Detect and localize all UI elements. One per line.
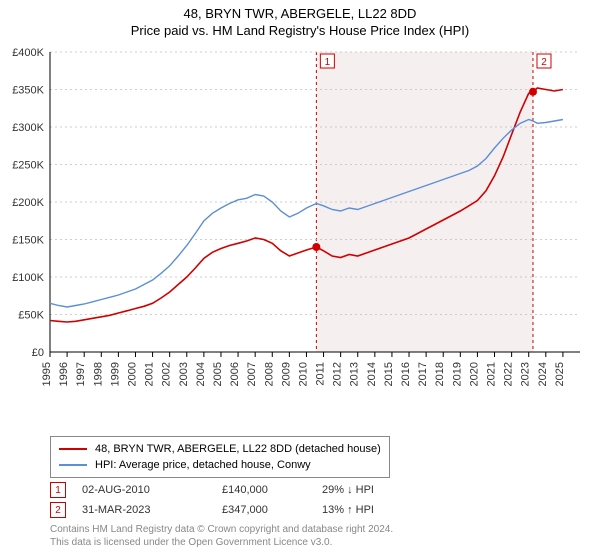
footnote-line-2: This data is licensed under the Open Gov…	[50, 537, 393, 550]
legend-swatch	[59, 448, 87, 450]
legend-swatch	[59, 464, 87, 466]
marker-row: 2 31-MAR-2023£347,00013% ↑ HPI	[50, 500, 422, 520]
svg-text:£400K: £400K	[12, 47, 44, 59]
svg-text:2021: 2021	[486, 362, 498, 386]
svg-text:1996: 1996	[58, 362, 70, 386]
svg-text:2004: 2004	[195, 362, 207, 386]
svg-text:2000: 2000	[126, 362, 138, 386]
title-block: 48, BRYN TWR, ABERGELE, LL22 8DD Price p…	[0, 0, 600, 38]
svg-text:1998: 1998	[92, 362, 104, 386]
svg-text:2024: 2024	[537, 362, 549, 386]
svg-text:2022: 2022	[503, 362, 515, 386]
svg-text:2001: 2001	[144, 362, 156, 386]
svg-text:2011: 2011	[315, 362, 327, 386]
footnote-line-1: Contains HM Land Registry data © Crown c…	[50, 524, 393, 537]
chart-svg: £0 £50K £100K £150K £200K £250K £300K £350K £400…	[0, 44, 600, 424]
svg-text:1997: 1997	[75, 362, 87, 386]
svg-text:£100K: £100K	[12, 272, 44, 284]
svg-text:2023: 2023	[520, 362, 532, 386]
svg-text:2016: 2016	[400, 362, 412, 386]
marker-table: 1 02-AUG-2010£140,00029% ↓ HPI 2 31-MAR-202…	[50, 480, 422, 520]
svg-text:2009: 2009	[280, 362, 292, 386]
svg-text:2018: 2018	[434, 362, 446, 386]
svg-text:1: 1	[325, 57, 331, 68]
svg-text:2020: 2020	[468, 362, 480, 386]
svg-text:2013: 2013	[349, 362, 361, 386]
marker-date: 31-MAR-2023	[82, 504, 222, 516]
title-address: 48, BRYN TWR, ABERGELE, LL22 8DD	[0, 6, 600, 21]
legend-label: 48, BRYN TWR, ABERGELE, LL22 8DD (detach…	[95, 443, 381, 455]
svg-text:£0: £0	[32, 347, 44, 359]
svg-text:2019: 2019	[451, 362, 463, 386]
svg-text:2: 2	[541, 57, 547, 68]
legend-item: HPI: Average price, detached house, Conw…	[59, 457, 381, 473]
svg-text:1995: 1995	[41, 362, 53, 386]
svg-text:£300K: £300K	[12, 122, 44, 134]
svg-text:2007: 2007	[246, 362, 258, 386]
svg-text:£200K: £200K	[12, 197, 44, 209]
svg-text:2006: 2006	[229, 362, 241, 386]
svg-text:2005: 2005	[212, 362, 224, 386]
marker-delta: 29% ↓ HPI	[322, 484, 422, 496]
legend: 48, BRYN TWR, ABERGELE, LL22 8DD (detach…	[50, 436, 390, 478]
marker-badge: 2	[50, 502, 66, 518]
footnote: Contains HM Land Registry data © Crown c…	[50, 524, 393, 549]
svg-text:2014: 2014	[366, 362, 378, 386]
marker-delta: 13% ↑ HPI	[322, 504, 422, 516]
svg-text:2015: 2015	[383, 362, 395, 386]
svg-text:2012: 2012	[332, 362, 344, 386]
svg-text:£250K: £250K	[12, 160, 44, 172]
marker-price: £347,000	[222, 504, 322, 516]
marker-date: 02-AUG-2010	[82, 484, 222, 496]
svg-text:2010: 2010	[297, 362, 309, 386]
chart-area: £0 £50K £100K £150K £200K £250K £300K £350K £400…	[0, 44, 600, 394]
legend-item: 48, BRYN TWR, ABERGELE, LL22 8DD (detach…	[59, 441, 381, 457]
svg-text:2003: 2003	[178, 362, 190, 386]
svg-text:1999: 1999	[109, 362, 121, 386]
svg-text:£150K: £150K	[12, 235, 44, 247]
marker-badge: 1	[50, 482, 66, 498]
marker-row: 1 02-AUG-2010£140,00029% ↓ HPI	[50, 480, 422, 500]
chart-container: 48, BRYN TWR, ABERGELE, LL22 8DD Price p…	[0, 0, 600, 560]
svg-text:2002: 2002	[161, 362, 173, 386]
marker-price: £140,000	[222, 484, 322, 496]
svg-text:£350K: £350K	[12, 85, 44, 97]
svg-text:2025: 2025	[554, 362, 566, 386]
svg-text:2017: 2017	[417, 362, 429, 386]
title-subtitle: Price paid vs. HM Land Registry's House …	[0, 23, 600, 38]
legend-label: HPI: Average price, detached house, Conw…	[95, 459, 311, 471]
svg-text:£50K: £50K	[18, 310, 44, 322]
svg-text:2008: 2008	[263, 362, 275, 386]
